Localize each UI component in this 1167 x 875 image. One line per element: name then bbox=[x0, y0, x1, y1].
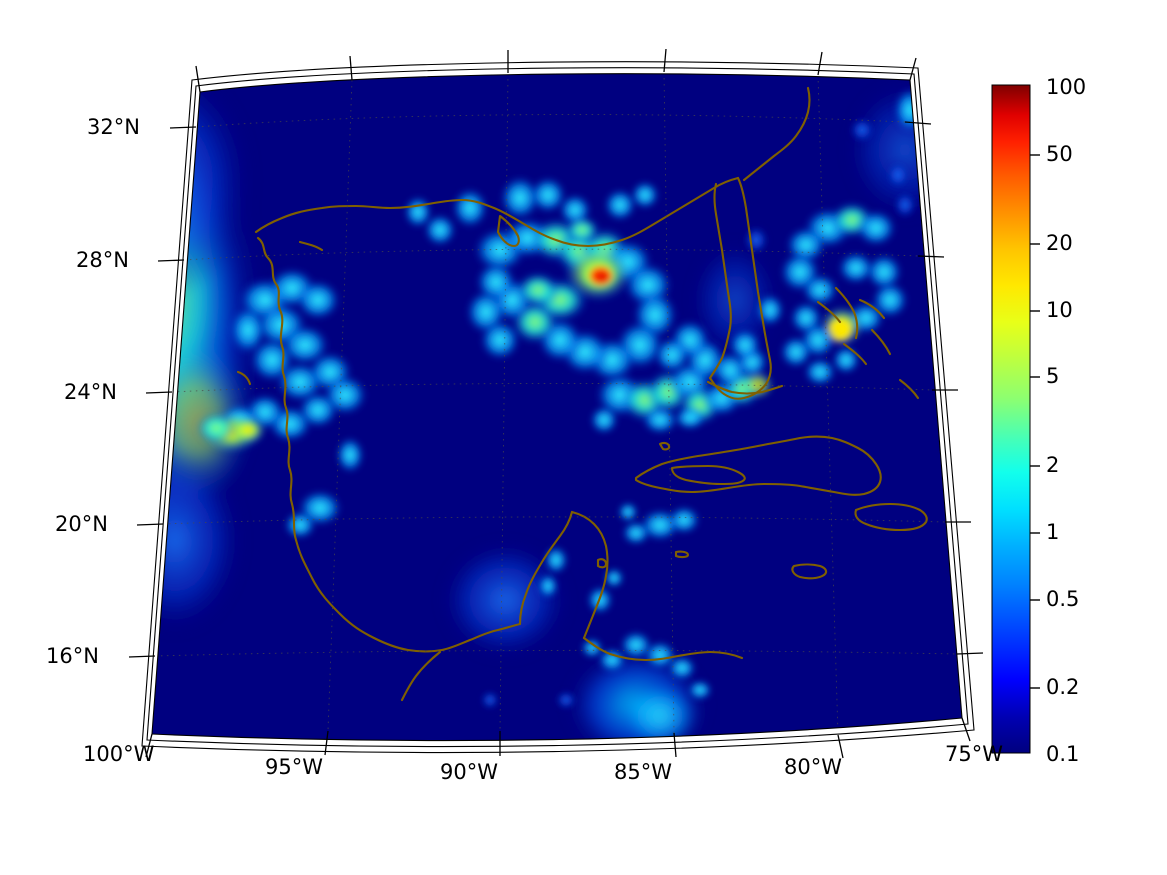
field-broad-features bbox=[152, 73, 962, 741]
xtick-label-95w: 95°W bbox=[265, 755, 323, 779]
coastline-jamaica bbox=[791, 563, 828, 580]
colorbar-gradient bbox=[991, 84, 1031, 754]
ytick-label-16n: 16°N bbox=[46, 644, 99, 668]
xtick-label-100w: 100°W bbox=[83, 742, 155, 766]
ytick-label-24n: 24°N bbox=[64, 380, 117, 404]
ticks-bottom bbox=[145, 717, 971, 759]
frame-outer-2 bbox=[146, 67, 969, 748]
map-frame bbox=[128, 48, 984, 759]
coastline-bahamas-5 bbox=[870, 328, 892, 356]
coastline-gulf-usa bbox=[254, 176, 740, 248]
coastline-bahamas-4 bbox=[842, 342, 868, 366]
coastline-florida bbox=[708, 176, 772, 400]
coastline-florida-west bbox=[708, 182, 732, 380]
coastline-mexico-texas bbox=[256, 236, 444, 653]
ytick-label-32n: 32°N bbox=[87, 115, 140, 139]
xtick-label-75w: 75°W bbox=[945, 742, 1003, 766]
graticule-lat-32 bbox=[195, 114, 906, 128]
coastlines bbox=[236, 86, 928, 702]
coastline-hispaniola bbox=[854, 502, 928, 532]
coastline-yucatan-east bbox=[570, 510, 609, 640]
coastline-yucatan bbox=[518, 510, 574, 626]
intensity-field bbox=[152, 73, 962, 741]
graticule bbox=[152, 73, 962, 736]
coastline-cuba bbox=[634, 435, 882, 496]
graticule-lat-16 bbox=[154, 649, 958, 657]
colorbar-label-50: 50 bbox=[1046, 142, 1073, 166]
island-galveston bbox=[298, 240, 324, 252]
coastline-bahamas-3 bbox=[858, 298, 886, 320]
ticks-top bbox=[195, 48, 917, 93]
ytick-label-20n: 20°N bbox=[55, 512, 108, 536]
colorbar-label-20: 20 bbox=[1046, 231, 1073, 255]
field-peak-core bbox=[564, 245, 632, 301]
ticks-left bbox=[128, 126, 197, 658]
graticule-lat-24 bbox=[171, 382, 933, 393]
colorbar-label-0.5: 0.5 bbox=[1046, 587, 1080, 611]
colorbar-label-1: 1 bbox=[1046, 520, 1060, 544]
colorbar-label-0.2: 0.2 bbox=[1046, 675, 1080, 699]
frame-inner bbox=[151, 73, 963, 742]
xtick-label-85w: 85°W bbox=[614, 760, 672, 784]
ytick-label-28n: 28°N bbox=[76, 248, 129, 272]
field-texas-coast-patch bbox=[196, 412, 266, 452]
graticule-lon-80 bbox=[817, 74, 839, 736]
coastline-belize-honduras bbox=[582, 636, 744, 662]
graticule-lat-20 bbox=[162, 516, 946, 525]
colorbar-label-0.1: 0.1 bbox=[1046, 742, 1080, 766]
field-central-gulf-complex bbox=[404, 176, 677, 382]
coastline-central-america bbox=[400, 650, 442, 702]
coastline-bahamas-2 bbox=[816, 300, 842, 324]
coastline-cuba-inner bbox=[670, 464, 746, 486]
colorbar-label-5: 5 bbox=[1046, 364, 1060, 388]
ticks-right bbox=[904, 121, 984, 655]
island-padre bbox=[236, 370, 252, 386]
xtick-label-80w: 80°W bbox=[784, 755, 842, 779]
graticule-lat-28 bbox=[183, 248, 919, 261]
graticule-lon-85 bbox=[663, 73, 675, 734]
island-cozumel bbox=[596, 558, 608, 569]
colorbar-label-2: 2 bbox=[1046, 453, 1060, 477]
frame-outer bbox=[141, 61, 975, 754]
xtick-label-90w: 90°W bbox=[440, 760, 498, 784]
coastline-bahamas-1 bbox=[834, 286, 859, 340]
field-caribbean-cells bbox=[481, 502, 712, 709]
graticule-lon-95 bbox=[327, 79, 353, 732]
colorbar-ticks bbox=[1030, 154, 1040, 689]
coastline-florida-atlantic-north bbox=[742, 86, 811, 182]
island-mississippi-delta bbox=[496, 214, 520, 248]
island-dry-tortugas bbox=[658, 441, 671, 451]
coastline-florida-keys bbox=[706, 380, 784, 395]
island-cayman bbox=[674, 550, 690, 559]
colorbar-label-100: 100 bbox=[1046, 75, 1087, 99]
coastline-mexico-south bbox=[440, 622, 522, 652]
colorbar-label-10: 10 bbox=[1046, 298, 1073, 322]
colorbar bbox=[991, 84, 1040, 754]
